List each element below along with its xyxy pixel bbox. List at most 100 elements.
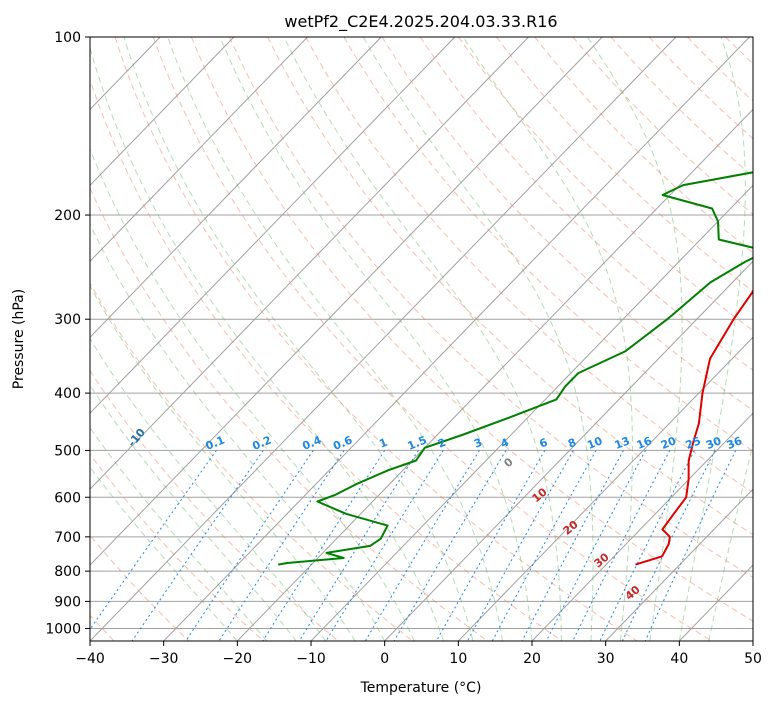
- mixing-ratio-label: 25: [684, 434, 703, 452]
- mixing-ratio-line: [572, 450, 671, 641]
- moist-adiabat-line: [90, 426, 268, 641]
- mixing-ratio-label: 1: [377, 436, 389, 451]
- moist-adiabat-line: [362, 37, 594, 641]
- dry-adiabat-line: [534, 37, 753, 254]
- x-tick-label: 10: [449, 651, 467, 667]
- isotherm-line: [457, 336, 753, 641]
- dewpoint-profile-line: [278, 171, 753, 566]
- moist-adiabat-line: [123, 37, 474, 641]
- isotherm-line: [605, 488, 753, 641]
- dry-adiabat-line: [229, 37, 753, 579]
- moist-adiabat-line: [90, 223, 386, 641]
- y-axis-label: Pressure (hPa): [11, 289, 27, 389]
- isotherm-line: [90, 37, 456, 414]
- plot-frame: [89, 36, 754, 642]
- mixing-ratio-line: [521, 450, 624, 641]
- moist-adiabat-line: [167, 37, 503, 641]
- isotherm-line: [90, 37, 382, 338]
- y-tick-label: 500: [54, 443, 81, 459]
- mixing-ratio-line: [364, 450, 480, 641]
- mixing-ratio-line: [491, 450, 597, 641]
- y-tick-label: 900: [54, 594, 81, 610]
- mixing-ratio-line: [435, 450, 546, 641]
- mixing-ratio-line: [644, 450, 737, 641]
- mixing-ratio-line: [185, 450, 314, 641]
- moist-adiabat-line: [678, 37, 746, 641]
- dry-adiabat-line: [90, 78, 563, 641]
- dry-adiabat-line: [90, 369, 339, 641]
- moist-adiabat-line: [90, 46, 445, 641]
- isotherm-line: [90, 37, 529, 490]
- mixing-ratio-label: 13: [613, 434, 632, 452]
- x-tick-label: 20: [523, 651, 541, 667]
- y-tick-label: 100: [54, 30, 81, 46]
- mixing-ratio-label: 3: [472, 436, 484, 451]
- mixing-ratio-label: 4: [499, 436, 511, 451]
- moist-adiabat-line: [90, 337, 327, 641]
- mixing-ratio-label: 36: [725, 434, 744, 452]
- dry-adiabat-line: [343, 37, 753, 452]
- mixing-ratio-line: [467, 450, 574, 641]
- moist-adiabat-line: [708, 441, 753, 641]
- moist-adiabat-line: [90, 384, 297, 641]
- x-axis-label: Temperature (°C): [360, 680, 482, 696]
- mixing-ratio-label: 2: [436, 436, 448, 451]
- dry-adiabat-line: [267, 37, 753, 536]
- isotherm-line: [310, 184, 753, 641]
- chart-title: wetPf2_C2E4.2025.204.03.33.R16: [284, 12, 557, 32]
- dry-adiabat-line: [725, 37, 753, 65]
- isotherm-line: [90, 37, 603, 566]
- isotherm-line: [531, 412, 753, 641]
- x-tick-label: −20: [223, 651, 253, 667]
- mixing-ratio-line: [218, 450, 345, 641]
- isotherm-line: [752, 640, 753, 641]
- moist-adiabat-line: [462, 37, 634, 641]
- dry-adiabat-line: [90, 534, 190, 641]
- dry-adiabat-line: [114, 37, 638, 641]
- mixing-ratio-line: [325, 450, 444, 641]
- y-tick-label: 300: [54, 312, 81, 328]
- dry-adiabat-line: [687, 37, 753, 102]
- mixing-ratio-label: 30: [704, 434, 723, 452]
- x-tick-label: −40: [75, 651, 105, 667]
- moist-adiabat-line: [219, 37, 533, 641]
- mixing-ratio-line: [545, 450, 647, 641]
- mixing-ratio-label: 20: [659, 434, 678, 452]
- dry-adiabat-line: [648, 37, 753, 140]
- y-tick-label: 1000: [45, 621, 81, 637]
- dry-adiabat-line: [419, 37, 753, 371]
- dry-adiabat-line: [610, 37, 753, 177]
- mixing-ratio-label: 16: [635, 434, 654, 452]
- isotherm-line: [90, 37, 235, 187]
- dry-adiabat-line: [90, 282, 414, 641]
- moist-adiabat-line: [586, 37, 683, 641]
- dry-adiabat-line: [496, 37, 753, 293]
- mixing-ratio-line: [90, 450, 217, 631]
- dry-adiabat-line: [90, 186, 488, 641]
- y-tick-label: 400: [54, 386, 81, 402]
- dry-adiabat-line: [458, 37, 753, 332]
- mixing-ratio-label: 8: [566, 436, 578, 451]
- y-tick-label: 700: [54, 530, 81, 546]
- dry-adiabat-line: [190, 37, 753, 622]
- isotherm-line: [163, 37, 750, 641]
- x-tick-label: −10: [296, 651, 326, 667]
- moist-adiabat-line: [90, 147, 415, 641]
- dry-adiabat-line: [305, 37, 753, 494]
- dry-adiabat-line: [764, 37, 775, 641]
- isotherm-line: [236, 108, 753, 641]
- isotherm-line: [90, 37, 677, 641]
- y-tick-label: 200: [54, 208, 81, 224]
- temperature-profile-line: [635, 288, 753, 566]
- dry-adiabat-line: [90, 453, 264, 641]
- moist-adiabat-line: [90, 466, 238, 641]
- mixing-ratio-line: [393, 450, 507, 641]
- mixing-ratio-label: 10: [585, 434, 604, 452]
- x-tick-label: 50: [744, 651, 762, 667]
- mixing-ratio-line: [131, 450, 264, 641]
- y-tick-label: 800: [54, 564, 81, 580]
- mixing-ratio-label: 6: [538, 436, 550, 451]
- moist-adiabat-line: [283, 37, 562, 641]
- isotherm-line: [90, 37, 308, 262]
